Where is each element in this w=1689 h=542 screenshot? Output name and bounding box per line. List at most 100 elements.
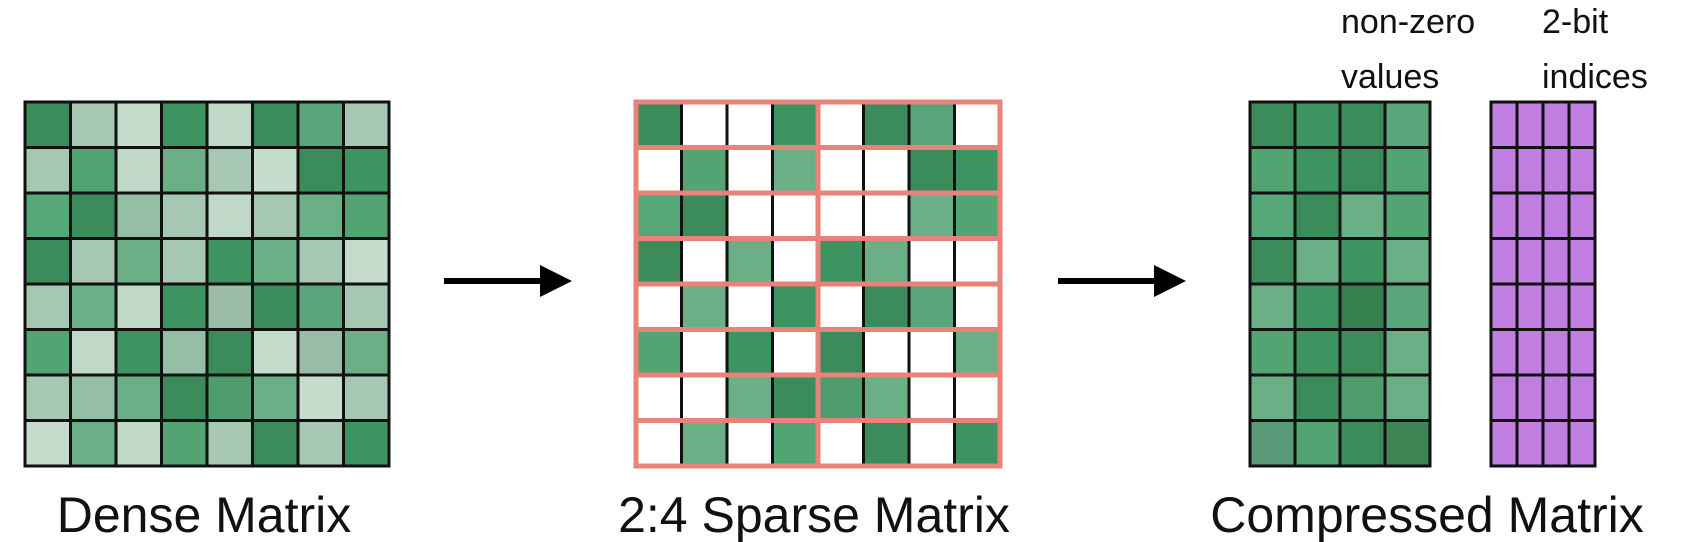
dense-cell — [205, 328, 254, 377]
dense-cell — [160, 100, 209, 149]
index-cell — [1489, 328, 1519, 377]
sparse-cell — [725, 191, 774, 240]
arrow-sparse-to-compressed — [1058, 265, 1186, 297]
dense-cell — [251, 328, 300, 377]
dense-cell — [114, 282, 163, 331]
compressed-value-cell — [1338, 100, 1387, 149]
sparse-matrix-caption: 2:4 Sparse Matrix — [618, 487, 1010, 542]
index-cell — [1489, 237, 1519, 286]
values-label-line1: non-zero — [1341, 3, 1475, 41]
index-cell — [1567, 419, 1597, 468]
dense-cell — [296, 373, 345, 422]
compressed-value-cell — [1383, 328, 1432, 377]
index-cell — [1489, 146, 1519, 195]
dense-cell — [342, 146, 391, 195]
dense-cell — [114, 237, 163, 286]
index-cell — [1541, 282, 1571, 331]
dense-cell — [69, 191, 118, 240]
dense-cell — [160, 191, 209, 240]
dense-cell — [251, 100, 300, 149]
index-cell — [1489, 282, 1519, 331]
sparse-cell — [725, 100, 774, 149]
dense-cell — [205, 373, 254, 422]
dense-cell — [114, 419, 163, 468]
index-cell — [1567, 100, 1597, 149]
dense-cell — [160, 146, 209, 195]
index-cell — [1515, 328, 1545, 377]
compressed-value-cell — [1248, 282, 1297, 331]
dense-cell — [296, 237, 345, 286]
dense-cell — [342, 328, 391, 377]
dense-cell — [69, 328, 118, 377]
index-cell — [1515, 282, 1545, 331]
sparse-cell — [634, 237, 683, 286]
dense-cell — [114, 100, 163, 149]
sparse-matrix — [633, 99, 1003, 469]
index-cell — [1489, 100, 1519, 149]
dense-cell — [342, 100, 391, 149]
sparse-cell — [725, 373, 774, 422]
sparse-cell — [816, 191, 865, 240]
sparse-cell — [953, 282, 1002, 331]
dense-matrix — [23, 100, 391, 468]
compressed-value-cell — [1338, 373, 1387, 422]
dense-cell — [114, 328, 163, 377]
dense-cell — [23, 100, 72, 149]
sparse-cell — [771, 191, 820, 240]
index-cell — [1541, 146, 1571, 195]
index-cell — [1541, 100, 1571, 149]
compressed-values-matrix — [1248, 100, 1432, 468]
sparse-cell — [953, 191, 1002, 240]
sparse-cell — [953, 373, 1002, 422]
indices-label-line2: indices — [1542, 58, 1648, 96]
sparse-cell — [907, 237, 956, 286]
sparse-cell — [771, 282, 820, 331]
dense-matrix-caption: Dense Matrix — [57, 487, 352, 542]
index-cell — [1489, 191, 1519, 240]
sparse-cell — [907, 146, 956, 195]
dense-cell — [205, 282, 254, 331]
compressed-value-cell — [1248, 328, 1297, 377]
dense-cell — [251, 373, 300, 422]
index-cell — [1489, 419, 1519, 468]
sparse-cell — [680, 191, 729, 240]
dense-cell — [69, 419, 118, 468]
sparse-cell — [862, 237, 911, 286]
sparse-cell — [907, 100, 956, 149]
sparse-cell — [680, 373, 729, 422]
sparse-cell — [771, 100, 820, 149]
dense-cell — [23, 328, 72, 377]
sparse-cell — [907, 191, 956, 240]
compressed-value-cell — [1248, 100, 1297, 149]
compressed-indices-matrix — [1489, 100, 1597, 468]
dense-cell — [160, 237, 209, 286]
dense-cell — [342, 373, 391, 422]
dense-cell — [114, 191, 163, 240]
sparse-cell — [725, 328, 774, 377]
compressed-value-cell — [1248, 237, 1297, 286]
dense-cell — [114, 146, 163, 195]
sparse-cell — [680, 146, 729, 195]
dense-cell — [296, 146, 345, 195]
dense-cell — [114, 373, 163, 422]
sparse-cell — [725, 419, 774, 468]
sparse-cell — [907, 373, 956, 422]
dense-cell — [23, 237, 72, 286]
sparse-cell — [634, 282, 683, 331]
sparse-cell — [862, 328, 911, 377]
compressed-value-cell — [1248, 419, 1297, 468]
dense-cell — [205, 100, 254, 149]
dense-cell — [160, 328, 209, 377]
compressed-value-cell — [1383, 146, 1432, 195]
compressed-value-cell — [1383, 191, 1432, 240]
index-cell — [1567, 237, 1597, 286]
compressed-value-cell — [1383, 100, 1432, 149]
sparse-group-border — [815, 418, 1003, 469]
sparse-cell — [953, 100, 1002, 149]
index-cell — [1541, 419, 1571, 468]
index-cell — [1515, 237, 1545, 286]
dense-cell — [23, 191, 72, 240]
compressed-value-cell — [1338, 237, 1387, 286]
dense-cell — [23, 282, 72, 331]
